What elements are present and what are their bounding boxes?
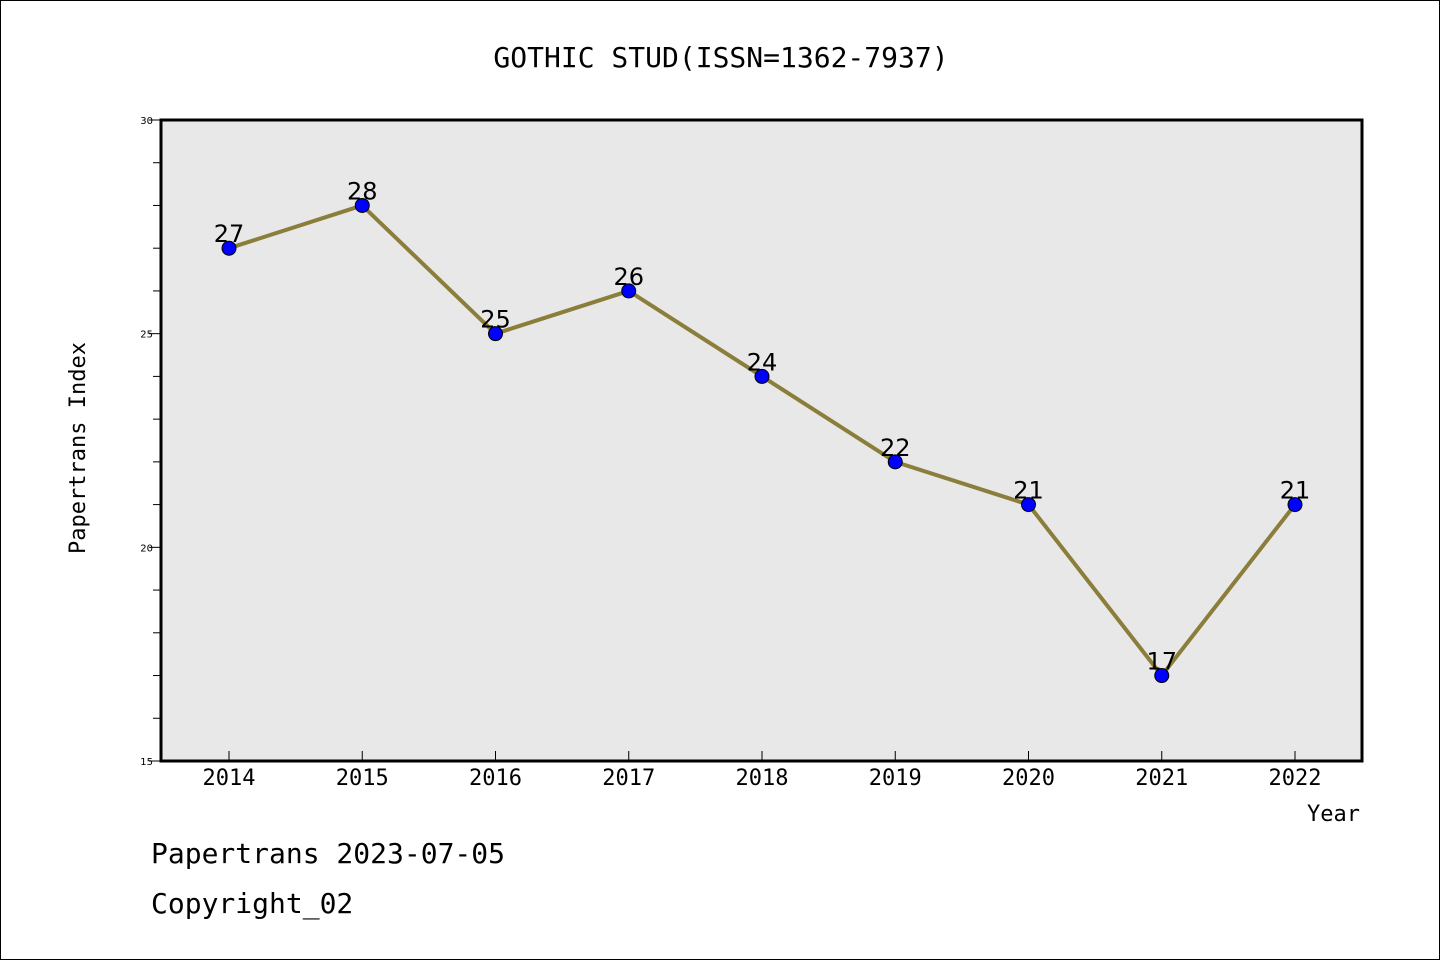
y-axis-ticks: 15 20 25 30 xyxy=(140,116,161,768)
data-point xyxy=(1287,497,1303,513)
x-tick-label: 2022 xyxy=(1269,766,1322,791)
data-point xyxy=(887,454,903,470)
data-point xyxy=(1154,668,1170,684)
data-label: 21 xyxy=(1013,477,1044,505)
x-tick-label: 2015 xyxy=(336,766,389,791)
x-tick-label: 2020 xyxy=(1002,766,1055,791)
data-labels: 27 28 25 26 24 22 21 17 21 xyxy=(214,177,1311,675)
data-point xyxy=(221,240,237,256)
data-point xyxy=(354,197,370,213)
y-tick-label: 15 xyxy=(140,757,153,768)
data-label: 26 xyxy=(613,263,644,291)
data-label: 24 xyxy=(747,348,778,376)
data-label: 17 xyxy=(1146,648,1177,676)
chart-title: GOTHIC STUD(ISSN=1362-7937) xyxy=(493,41,948,74)
y-tick-label: 25 xyxy=(140,330,153,341)
y-tick-label: 20 xyxy=(140,543,153,554)
data-point xyxy=(621,283,637,299)
data-point xyxy=(488,326,503,342)
data-series xyxy=(221,197,1303,684)
x-axis-ticks: 2014 2015 2016 2017 2018 2019 2020 2021 2022 xyxy=(203,751,1322,791)
x-tick-label: 2019 xyxy=(869,766,922,791)
footer-date: Papertrans 2023-07-05 xyxy=(151,837,506,870)
data-label: 27 xyxy=(214,220,245,248)
x-tick-label: 2016 xyxy=(469,766,522,791)
y-tick-label: 30 xyxy=(140,116,153,127)
x-tick-label: 2021 xyxy=(1135,766,1188,791)
x-tick-label: 2014 xyxy=(203,766,256,791)
data-label: 28 xyxy=(347,177,378,205)
data-point xyxy=(754,368,770,384)
x-tick-label: 2018 xyxy=(736,766,789,791)
x-tick-label: 2017 xyxy=(602,766,655,791)
plot-area xyxy=(159,118,1364,763)
data-label: 22 xyxy=(880,434,911,462)
data-point xyxy=(1021,497,1036,513)
data-label: 21 xyxy=(1280,477,1311,505)
footer-copyright: Copyright_02 xyxy=(151,887,354,920)
y-axis-label: Papertrans Index xyxy=(66,342,91,554)
x-axis-label: Year xyxy=(1307,802,1360,827)
data-label: 25 xyxy=(480,306,511,334)
